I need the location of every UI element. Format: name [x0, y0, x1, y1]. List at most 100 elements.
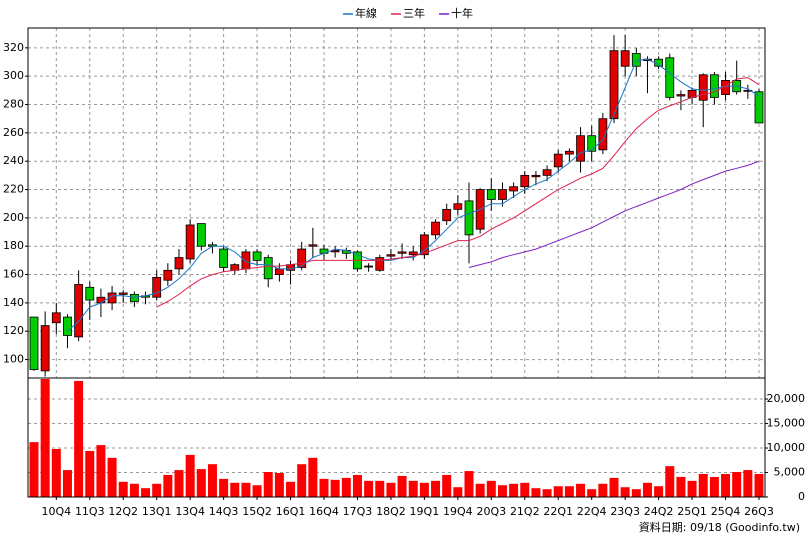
candle-body: [74, 284, 84, 338]
candle-body: [308, 244, 318, 247]
x-tick-label: 10Q4: [41, 505, 71, 518]
candle-body: [498, 189, 507, 200]
volume-bar: [308, 457, 318, 497]
x-tick-label: 13Q4: [175, 505, 205, 518]
volume-bar: [408, 480, 418, 497]
candle-body: [118, 292, 128, 295]
candle-body: [96, 296, 106, 304]
volume-bar: [598, 483, 608, 497]
x-tick-label: 25Q1: [677, 505, 707, 518]
candle-body: [698, 74, 708, 101]
candle-body: [576, 135, 585, 162]
volume-bar: [386, 482, 396, 497]
candle-body: [263, 257, 273, 280]
y2-tick-label: 0: [798, 490, 805, 503]
candle-body: [419, 234, 429, 256]
candle-body: [587, 135, 597, 152]
volume-bar: [141, 488, 151, 497]
volume-bar: [152, 483, 162, 497]
x-tick-label: 19Q1: [410, 505, 440, 518]
volume-bar: [29, 442, 39, 497]
volume-bar: [564, 486, 574, 497]
x-tick-label: 26Q3: [744, 505, 774, 518]
ma-line: [156, 77, 760, 308]
volume-bar: [207, 464, 217, 497]
candle-body: [754, 91, 764, 124]
volume-bar: [531, 488, 541, 497]
volume-bar: [497, 485, 507, 497]
candle-body: [553, 153, 563, 168]
y-tick-label: 300: [3, 69, 24, 82]
candle-body: [297, 248, 307, 268]
x-tick-label: 19Q4: [443, 505, 473, 518]
x-tick-label: 16Q1: [276, 505, 306, 518]
candle-body: [464, 200, 474, 236]
candle-body: [609, 50, 619, 120]
volume-bar: [85, 450, 95, 497]
volume-bar: [620, 487, 630, 497]
candle-body: [85, 286, 95, 301]
volume-bar: [687, 480, 697, 497]
candle-body: [397, 251, 407, 254]
candle-body: [598, 118, 608, 151]
x-tick-label: 24Q2: [644, 505, 674, 518]
candle-body: [219, 248, 229, 268]
volume-bar: [96, 445, 106, 497]
x-tick-label: 13Q1: [142, 505, 172, 518]
volume-bar: [185, 454, 195, 497]
volume-bar: [129, 483, 139, 497]
volume-bar: [709, 476, 719, 497]
legend-label: 十年: [451, 6, 473, 20]
volume-bar: [375, 480, 385, 497]
volume-bar: [631, 489, 641, 497]
candle-body: [375, 257, 385, 271]
volume-bar: [654, 486, 664, 497]
candle-body: [665, 57, 675, 98]
volume-bar: [587, 489, 597, 497]
y2-tick-label: 15,000: [767, 417, 806, 430]
candle-body: [486, 189, 496, 200]
volume-bar: [118, 481, 128, 497]
volume-bar: [464, 471, 474, 497]
x-tick-label: 23Q3: [610, 505, 640, 518]
y-tick-label: 160: [3, 268, 24, 281]
footnote: 資料日期: 09/18 (Goodinfo.tw): [639, 520, 800, 534]
x-tick-label: 25Q4: [711, 505, 741, 518]
candle-body: [364, 265, 374, 268]
volume-bar: [676, 476, 686, 497]
ma-line: [468, 160, 760, 268]
y2-tick-label: 20,000: [767, 392, 806, 405]
volume-bar: [330, 479, 340, 497]
volume-bar: [486, 480, 496, 497]
y-tick-label: 260: [3, 126, 24, 139]
volume-bar: [553, 486, 563, 497]
volume-bar: [698, 473, 708, 497]
candle-body: [274, 268, 284, 275]
x-tick-label: 15Q2: [242, 505, 272, 518]
candle-body: [63, 316, 72, 336]
volume-bar: [163, 474, 173, 497]
volume-bar: [286, 481, 296, 497]
y-tick-label: 200: [3, 211, 24, 224]
y-tick-label: 140: [3, 296, 24, 309]
volume-bar: [453, 487, 463, 497]
candle-body: [509, 186, 519, 192]
volume-bar: [40, 378, 50, 497]
candle-body: [542, 169, 552, 176]
legend-label: 年線: [355, 6, 377, 20]
volume-bar: [364, 480, 374, 497]
volume-bar: [174, 470, 184, 497]
candle-body: [51, 312, 61, 324]
candle-body: [174, 257, 184, 270]
volume-frame: [27, 377, 766, 498]
volume-bar: [230, 482, 240, 497]
candle-body: [520, 174, 530, 188]
x-tick-label: 16Q4: [309, 505, 339, 518]
volume-bar: [107, 457, 117, 497]
volume-bar: [609, 477, 619, 497]
volume-bar: [274, 473, 284, 497]
volume-bar: [576, 483, 586, 497]
volume-bar: [520, 482, 530, 497]
